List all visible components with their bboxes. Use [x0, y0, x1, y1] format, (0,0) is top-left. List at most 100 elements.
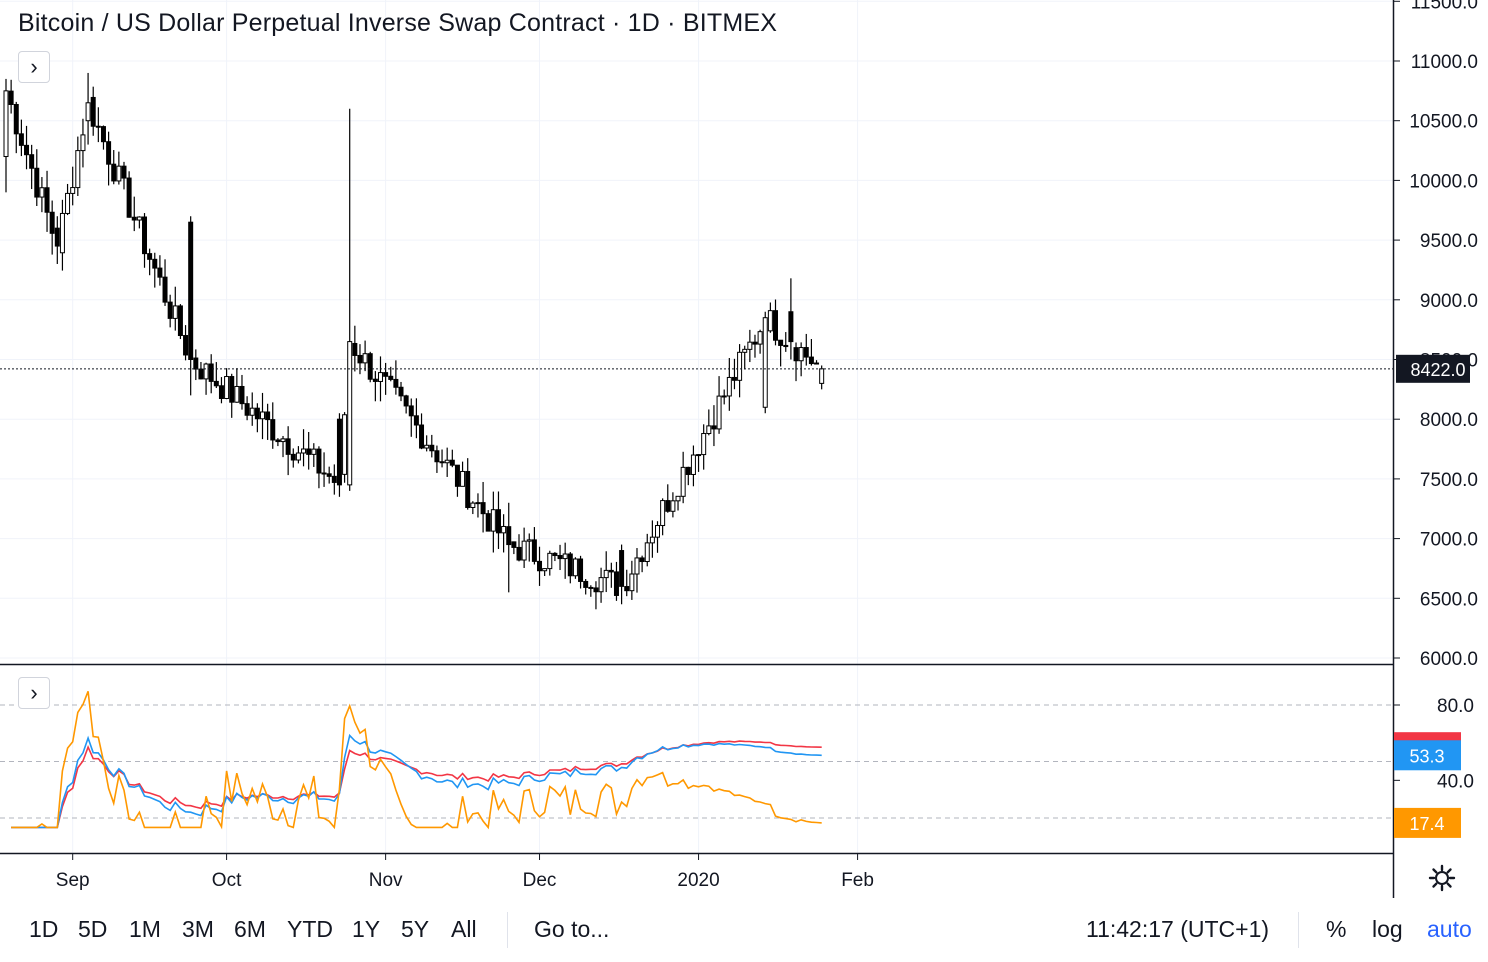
- candle-body: [572, 558, 578, 577]
- candle-body: [24, 144, 30, 156]
- candle-body: [208, 363, 214, 382]
- candle-body: [336, 418, 342, 486]
- price-tick-label: 10500.0: [1409, 112, 1478, 133]
- candle-body: [408, 405, 414, 417]
- candle-body: [726, 376, 732, 397]
- collapse-legend-button[interactable]: ›: [18, 51, 50, 83]
- candle-body: [177, 305, 183, 337]
- candle-body: [413, 415, 419, 426]
- clock-timezone[interactable]: 11:42:17 (UTC+1): [1086, 916, 1270, 942]
- collapse-indicator-legend-button[interactable]: ›: [18, 677, 50, 709]
- candle-body: [100, 126, 106, 143]
- range-all-button[interactable]: All: [451, 916, 477, 942]
- rsi-value-label: 17.4: [1409, 814, 1444, 834]
- candle-body: [465, 470, 471, 508]
- candle-body: [460, 470, 466, 487]
- log-toggle[interactable]: log: [1372, 916, 1403, 942]
- bottom-toolbar: 1D 5D 1M 3M 6M YTD 1Y 5Y All Go to... 11…: [0, 898, 1488, 962]
- candle-body: [547, 552, 553, 570]
- candle-body: [157, 267, 163, 278]
- candle-body: [44, 187, 50, 213]
- candle-body: [475, 502, 481, 505]
- price-tick-label: 9000.0: [1420, 291, 1478, 312]
- range-6m-button[interactable]: 6M: [234, 916, 266, 942]
- rsi-line: [11, 733, 822, 829]
- candle-body: [767, 310, 773, 332]
- candle-body: [696, 454, 702, 457]
- rsi-grid: [0, 704, 1393, 819]
- candle-body: [793, 347, 799, 362]
- candle-body: [762, 317, 768, 408]
- candle-body: [588, 586, 594, 589]
- candle-body: [670, 500, 676, 512]
- rsi-lines: [11, 691, 822, 830]
- chart-title: Bitcoin / US Dollar Perpetual Inverse Sw…: [18, 9, 778, 37]
- candle-body: [803, 347, 809, 358]
- candle-body: [557, 555, 563, 560]
- candle-body: [106, 141, 112, 165]
- candle-body: [814, 362, 820, 365]
- candle-body: [562, 553, 568, 560]
- time-axis[interactable]: Sep Oct Nov Dec 2020 Feb: [56, 853, 874, 891]
- range-1y-button[interactable]: 1Y: [352, 916, 381, 942]
- candle-body: [731, 376, 737, 381]
- chevron-right-icon: ›: [30, 680, 38, 705]
- candle-body: [306, 448, 312, 455]
- candle-body: [521, 540, 527, 561]
- auto-scale-toggle[interactable]: auto: [1427, 916, 1472, 942]
- candle-body: [152, 258, 158, 269]
- candle-body: [675, 495, 681, 502]
- go-to-button[interactable]: Go to...: [534, 916, 610, 942]
- candle-body: [506, 526, 512, 546]
- candle-body: [18, 133, 24, 146]
- candle-body: [147, 253, 153, 260]
- candle-body: [511, 541, 517, 548]
- candle-body: [665, 500, 671, 512]
- range-1m-button[interactable]: 1M: [129, 916, 161, 942]
- candle-body: [480, 502, 486, 515]
- candle-body: [167, 301, 173, 319]
- candle-body: [136, 216, 142, 221]
- candle-body: [808, 356, 814, 365]
- candle-body: [393, 378, 399, 388]
- candle-body: [275, 439, 281, 443]
- candle-body: [280, 438, 286, 443]
- candle-body: [788, 311, 794, 343]
- settings-gear-icon[interactable]: [1428, 864, 1456, 892]
- candle-body: [218, 385, 224, 399]
- candle-body: [624, 586, 630, 592]
- range-5y-button[interactable]: 5Y: [401, 916, 430, 942]
- candle-body: [593, 587, 599, 593]
- toolbar-divider: [507, 912, 508, 948]
- candle-body: [542, 568, 548, 572]
- candle-body: [3, 90, 9, 158]
- candle-body: [747, 341, 753, 350]
- percent-toggle[interactable]: %: [1326, 916, 1347, 942]
- candle-body: [429, 444, 435, 452]
- candle-body: [362, 353, 368, 364]
- candle-body: [213, 380, 219, 387]
- time-tick-label: Nov: [369, 870, 403, 891]
- last-price-value: 8422.0: [1410, 360, 1465, 380]
- candle-body: [59, 212, 65, 254]
- range-5d-button[interactable]: 5D: [78, 916, 108, 942]
- range-ytd-button[interactable]: YTD: [287, 916, 333, 942]
- chart-canvas[interactable]: 6000.06500.07000.07500.08000.08500.09000…: [0, 0, 1488, 898]
- range-3m-button[interactable]: 3M: [182, 916, 214, 942]
- candle-body: [680, 466, 686, 497]
- candle-body: [490, 509, 496, 532]
- time-tick-label: Dec: [523, 870, 557, 891]
- candle-body: [244, 403, 250, 416]
- rsi-axis[interactable]: 80.0 40.0: [1393, 696, 1474, 792]
- candle-body: [352, 342, 358, 356]
- candle-body: [716, 395, 722, 430]
- price-axis[interactable]: 6000.06500.07000.07500.08000.08500.09000…: [1393, 0, 1478, 670]
- candle-body: [229, 376, 235, 403]
- candle-body: [90, 96, 96, 127]
- candle-body: [311, 448, 317, 455]
- candle-body: [331, 475, 337, 483]
- price-candles: [3, 72, 825, 610]
- range-1d-button[interactable]: 1D: [29, 916, 59, 942]
- candle-body: [757, 331, 763, 345]
- time-tick-label: Oct: [212, 870, 242, 891]
